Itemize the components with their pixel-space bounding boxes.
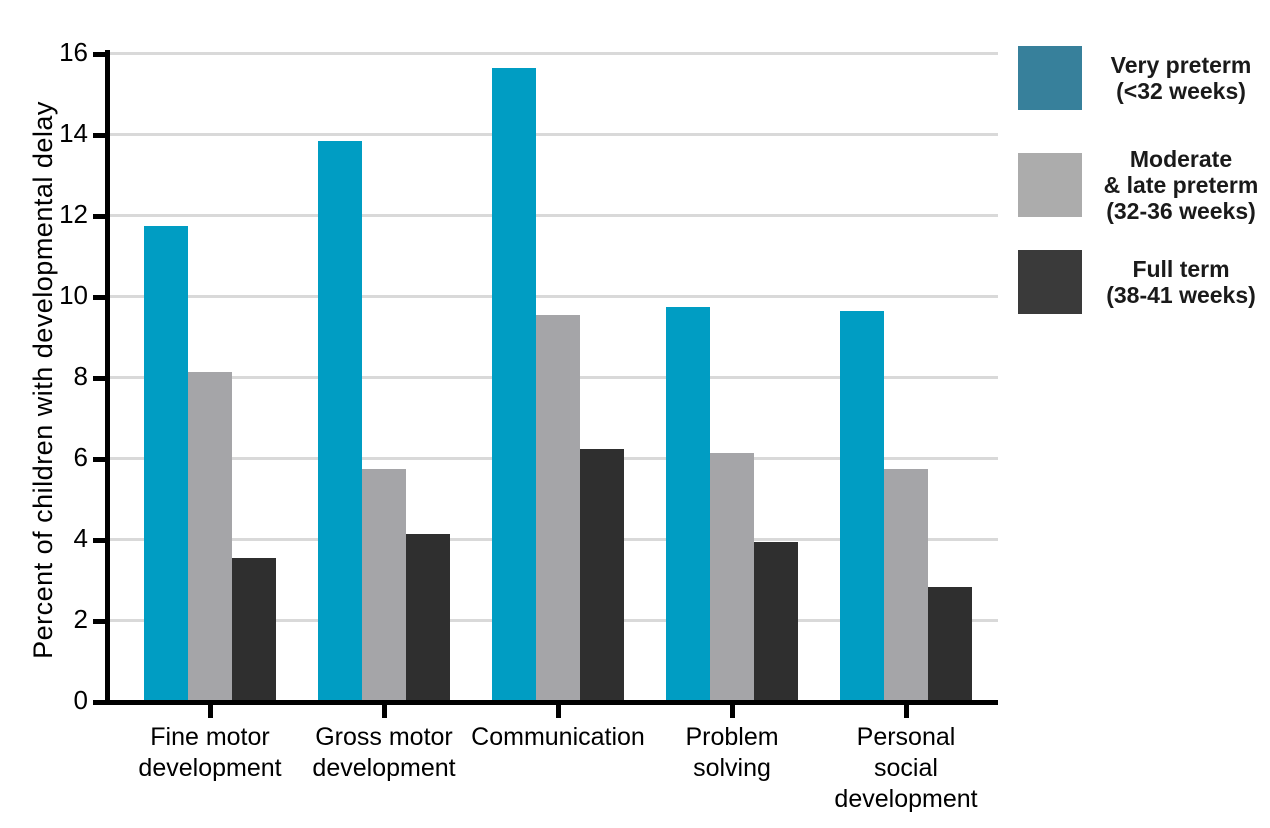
legend-item-very-preterm-32-weeks: Very preterm (<32 weeks) <box>1018 46 1259 110</box>
bar-moderate-late-preterm-32-36-weeks-gross-motor-development <box>362 469 406 700</box>
x-category-label-fine-motor-development: Fine motor development <box>138 723 282 782</box>
x-category-label-personal-social-development: Personal social development <box>834 723 978 813</box>
y-axis-tick-12 <box>93 214 106 219</box>
bar-very-preterm-32-weeks-fine-motor-development <box>144 226 188 700</box>
x-axis-line <box>105 700 998 705</box>
x-axis-tick-fine-motor-development <box>208 705 213 718</box>
bar-full-term-38-41-weeks-personal-social-development <box>928 586 972 700</box>
y-tick-label-14: 14 <box>59 118 88 148</box>
gridline-12 <box>110 214 998 217</box>
gridline-10 <box>110 295 998 298</box>
bar-moderate-late-preterm-32-36-weeks-personal-social-development <box>884 469 928 700</box>
y-tick-label-2: 2 <box>73 604 88 634</box>
x-category-label-communication: Communication <box>471 723 645 751</box>
bar-full-term-38-41-weeks-problem-solving <box>754 542 798 700</box>
y-axis-tick-14 <box>93 133 106 138</box>
y-axis-tick-4 <box>93 538 106 543</box>
y-tick-label-6: 6 <box>73 442 88 472</box>
bar-full-term-38-41-weeks-fine-motor-development <box>232 558 276 700</box>
legend-label-full-term-38-41-weeks: Full term (38-41 weeks) <box>1106 256 1256 308</box>
y-axis-tick-6 <box>93 457 106 462</box>
bar-moderate-late-preterm-32-36-weeks-fine-motor-development <box>188 371 232 700</box>
legend-item-full-term-38-41-weeks: Full term (38-41 weeks) <box>1018 250 1259 314</box>
legend-swatch-moderate-late-preterm-32-36-weeks <box>1018 153 1082 217</box>
y-axis-tick-10 <box>93 295 106 300</box>
bar-very-preterm-32-weeks-gross-motor-development <box>318 141 362 700</box>
bar-very-preterm-32-weeks-communication <box>492 68 536 700</box>
x-axis-tick-problem-solving <box>730 705 735 718</box>
bar-very-preterm-32-weeks-problem-solving <box>666 307 710 700</box>
y-tick-label-12: 12 <box>59 199 88 229</box>
bar-full-term-38-41-weeks-communication <box>580 448 624 700</box>
gridline-16 <box>110 52 998 55</box>
x-axis-tick-communication <box>556 705 561 718</box>
legend-item-moderate-late-preterm-32-36-weeks: Moderate & late preterm (32-36 weeks) <box>1018 146 1259 224</box>
y-axis-tick-2 <box>93 619 106 624</box>
y-tick-label-4: 4 <box>73 523 88 553</box>
y-tick-label-0: 0 <box>73 685 88 715</box>
bar-very-preterm-32-weeks-personal-social-development <box>840 311 884 700</box>
y-tick-label-8: 8 <box>73 361 88 391</box>
bar-moderate-late-preterm-32-36-weeks-communication <box>536 315 580 700</box>
legend-swatch-full-term-38-41-weeks <box>1018 250 1082 314</box>
y-axis-tick-0 <box>93 700 106 705</box>
legend-label-very-preterm-32-weeks: Very preterm (<32 weeks) <box>1110 52 1252 104</box>
y-axis-tick-16 <box>93 52 106 57</box>
legend-swatch-very-preterm-32-weeks <box>1018 46 1082 110</box>
bar-full-term-38-41-weeks-gross-motor-development <box>406 533 450 700</box>
legend-label-moderate-late-preterm-32-36-weeks: Moderate & late preterm (32-36 weeks) <box>1103 146 1259 224</box>
x-axis-tick-personal-social-development <box>904 705 909 718</box>
y-tick-label-10: 10 <box>59 280 88 310</box>
y-tick-label-16: 16 <box>59 37 88 67</box>
y-axis-tick-8 <box>93 376 106 381</box>
y-axis-line <box>105 50 110 705</box>
bar-moderate-late-preterm-32-36-weeks-problem-solving <box>710 452 754 700</box>
x-category-label-gross-motor-development: Gross motor development <box>312 723 456 782</box>
x-category-label-problem-solving: Problem solving <box>685 723 779 782</box>
x-axis-tick-gross-motor-development <box>382 705 387 718</box>
gridline-14 <box>110 133 998 136</box>
